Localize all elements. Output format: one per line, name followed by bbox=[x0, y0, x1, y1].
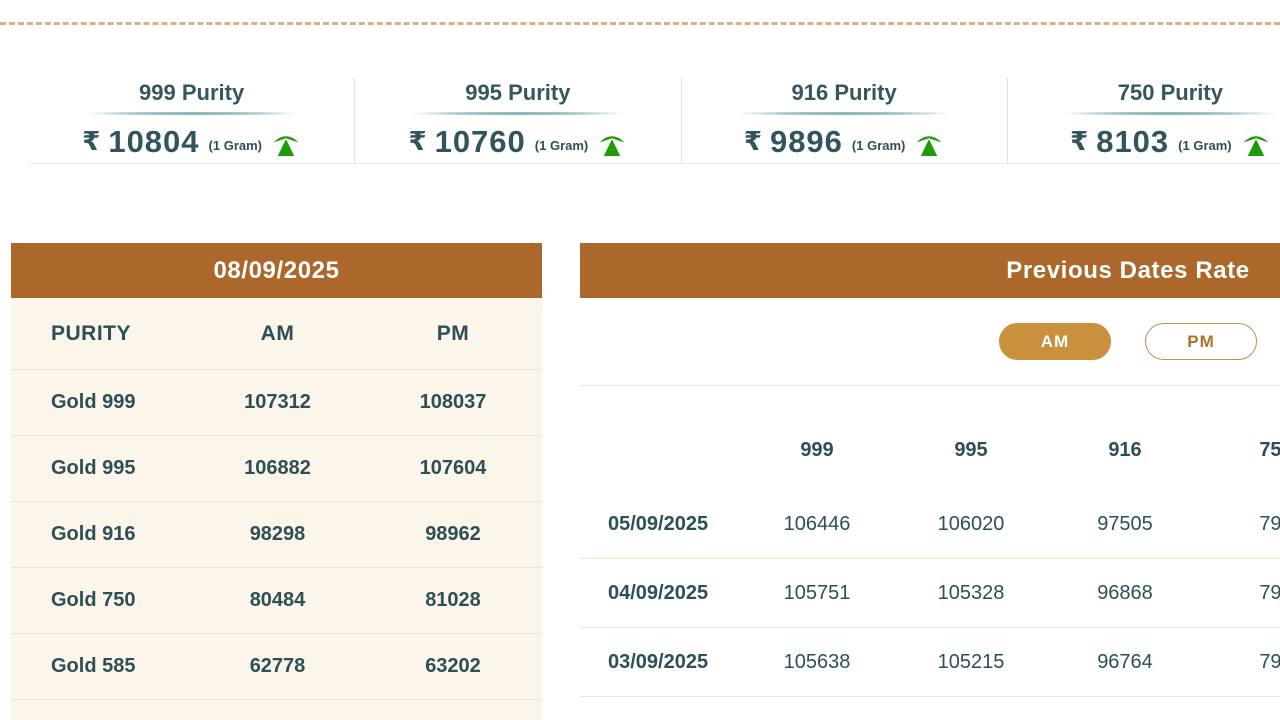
purity-cell: Gold 999 bbox=[51, 391, 136, 413]
rate-card-995: 995 Purity ₹ 10760 (1 Gram) bbox=[354, 78, 681, 164]
am-pm-toggle: AM PM bbox=[580, 298, 1280, 386]
rate-cell: 793 bbox=[1259, 581, 1280, 604]
rupee-symbol: ₹ bbox=[743, 127, 763, 157]
rupee-symbol: ₹ bbox=[408, 127, 428, 157]
rate-cell: 798 bbox=[1259, 512, 1280, 535]
card-price: ₹ 8103 bbox=[1070, 124, 1169, 160]
table-row: Gold 750 80484 81028 bbox=[11, 568, 542, 634]
card-underline bbox=[382, 112, 653, 115]
card-purity-title: 916 Purity bbox=[791, 80, 897, 105]
pm-rate-cell: 107604 bbox=[419, 457, 487, 479]
card-price-value: 10804 bbox=[108, 124, 200, 159]
purity-cell: Gold 995 bbox=[51, 457, 136, 479]
purity-cell: Gold 585 bbox=[51, 655, 136, 677]
card-price-row: ₹ 10760 (1 Gram) bbox=[408, 124, 627, 160]
gram-unit-label: (1 Gram) bbox=[208, 138, 263, 153]
rate-up-icon bbox=[599, 135, 625, 156]
table-header-row: 999 995 916 750 bbox=[580, 386, 1280, 490]
rupee-symbol: ₹ bbox=[1070, 127, 1090, 157]
card-underline bbox=[709, 112, 980, 115]
purity-cell: Gold 916 bbox=[51, 523, 136, 545]
table-row: Gold 585 62778 63202 bbox=[11, 634, 542, 700]
table-row: 05/09/2025 106446 106020 97505 798 bbox=[580, 490, 1280, 559]
card-price: ₹ 10804 bbox=[82, 124, 199, 160]
rate-up-icon bbox=[273, 135, 299, 156]
pm-rate-cell: 108037 bbox=[419, 391, 487, 413]
column-header-916: 916 bbox=[1108, 438, 1142, 461]
table-row: 04/09/2025 105751 105328 96868 793 bbox=[580, 559, 1280, 628]
card-purity-title: 995 Purity bbox=[465, 80, 571, 105]
gram-unit-label: (1 Gram) bbox=[534, 138, 589, 153]
card-price-value: 8103 bbox=[1096, 124, 1170, 159]
rate-up-icon bbox=[916, 135, 942, 156]
table-header-row: PURITY AM PM bbox=[11, 298, 542, 370]
card-price-value: 10760 bbox=[434, 124, 526, 159]
card-price: ₹ 9896 bbox=[744, 124, 843, 160]
rate-card-999: 999 Purity ₹ 10804 (1 Gram) bbox=[29, 78, 355, 164]
table-row: Gold 916 98298 98962 bbox=[11, 502, 542, 568]
purity-column-header: PURITY bbox=[51, 321, 132, 345]
rate-up-icon bbox=[1243, 135, 1269, 156]
date-cell: 05/09/2025 bbox=[608, 512, 709, 535]
rate-cell: 105751 bbox=[783, 581, 851, 604]
rate-cell: 96764 bbox=[1097, 650, 1153, 673]
table-row: 03/09/2025 105638 105215 96764 792 bbox=[580, 628, 1280, 697]
rate-card-750: 750 Purity ₹ 8103 (1 Gram) bbox=[1006, 78, 1280, 164]
am-rate-cell: 106882 bbox=[244, 457, 311, 479]
gram-unit-label: (1 Gram) bbox=[851, 138, 906, 153]
pm-rate-cell: 81028 bbox=[425, 589, 481, 611]
today-date-header: 08/09/2025 bbox=[11, 243, 542, 298]
top-dashed-divider bbox=[0, 22, 1280, 25]
card-price: ₹ 10760 bbox=[408, 124, 525, 160]
column-header-999: 999 bbox=[800, 438, 834, 461]
previous-rates-table: 999 995 916 750 05/09/2025 106446 106020… bbox=[580, 386, 1280, 697]
am-toggle-button[interactable]: AM bbox=[999, 323, 1111, 360]
pm-toggle-button[interactable]: PM bbox=[1145, 323, 1257, 360]
gram-unit-label: (1 Gram) bbox=[1178, 138, 1232, 153]
am-rate-cell: 107312 bbox=[244, 391, 311, 413]
card-price-value: 9896 bbox=[769, 124, 843, 159]
am-rate-cell: 62778 bbox=[249, 655, 306, 677]
rupee-symbol: ₹ bbox=[82, 127, 102, 157]
card-price-row: ₹ 8103 (1 Gram) bbox=[1070, 124, 1271, 160]
rate-cell: 106020 bbox=[937, 512, 1005, 535]
column-header-995: 995 bbox=[954, 438, 988, 461]
today-rates-table: PURITY AM PM Gold 999 107312 108037 Gold… bbox=[11, 298, 542, 700]
am-rate-cell: 80484 bbox=[249, 589, 306, 611]
rate-cell: 105328 bbox=[937, 581, 1005, 604]
purity-cell: Gold 750 bbox=[51, 589, 136, 611]
rate-cards-row: 999 Purity ₹ 10804 (1 Gram) 995 Purity ₹ bbox=[29, 78, 1280, 164]
pm-rate-cell: 63202 bbox=[425, 655, 481, 677]
rate-cell: 105215 bbox=[937, 650, 1005, 673]
card-price-row: ₹ 9896 (1 Gram) bbox=[744, 124, 945, 160]
date-cell: 04/09/2025 bbox=[608, 581, 709, 604]
table-row: Gold 995 106882 107604 bbox=[11, 436, 542, 502]
card-purity-title: 750 Purity bbox=[1117, 80, 1223, 105]
column-header-750: 750 bbox=[1259, 438, 1280, 461]
rate-cell: 105638 bbox=[783, 650, 851, 673]
today-rates-panel: 08/09/2025 PURITY AM PM Gold 999 107312 … bbox=[11, 243, 542, 720]
card-underline bbox=[56, 112, 327, 115]
am-rate-cell: 98298 bbox=[249, 523, 306, 545]
previous-rates-panel: Previous Dates Rate AM PM 999 995 916 75… bbox=[580, 243, 1280, 720]
rate-cell: 97505 bbox=[1097, 512, 1153, 535]
date-cell: 03/09/2025 bbox=[608, 650, 709, 673]
rate-cell: 96868 bbox=[1097, 581, 1153, 604]
previous-rates-header: Previous Dates Rate bbox=[580, 243, 1280, 298]
pm-column-header: PM bbox=[436, 321, 470, 345]
pm-rate-cell: 98962 bbox=[425, 523, 481, 545]
card-underline bbox=[1035, 112, 1280, 115]
table-row: Gold 999 107312 108037 bbox=[11, 370, 542, 436]
card-price-row: ₹ 10804 (1 Gram) bbox=[82, 124, 301, 160]
rate-card-916: 916 Purity ₹ 9896 (1 Gram) bbox=[680, 78, 1007, 164]
rate-cell: 106446 bbox=[783, 512, 851, 535]
rate-cell: 792 bbox=[1259, 650, 1280, 673]
am-column-header: AM bbox=[260, 321, 295, 345]
card-purity-title: 999 Purity bbox=[139, 80, 245, 105]
